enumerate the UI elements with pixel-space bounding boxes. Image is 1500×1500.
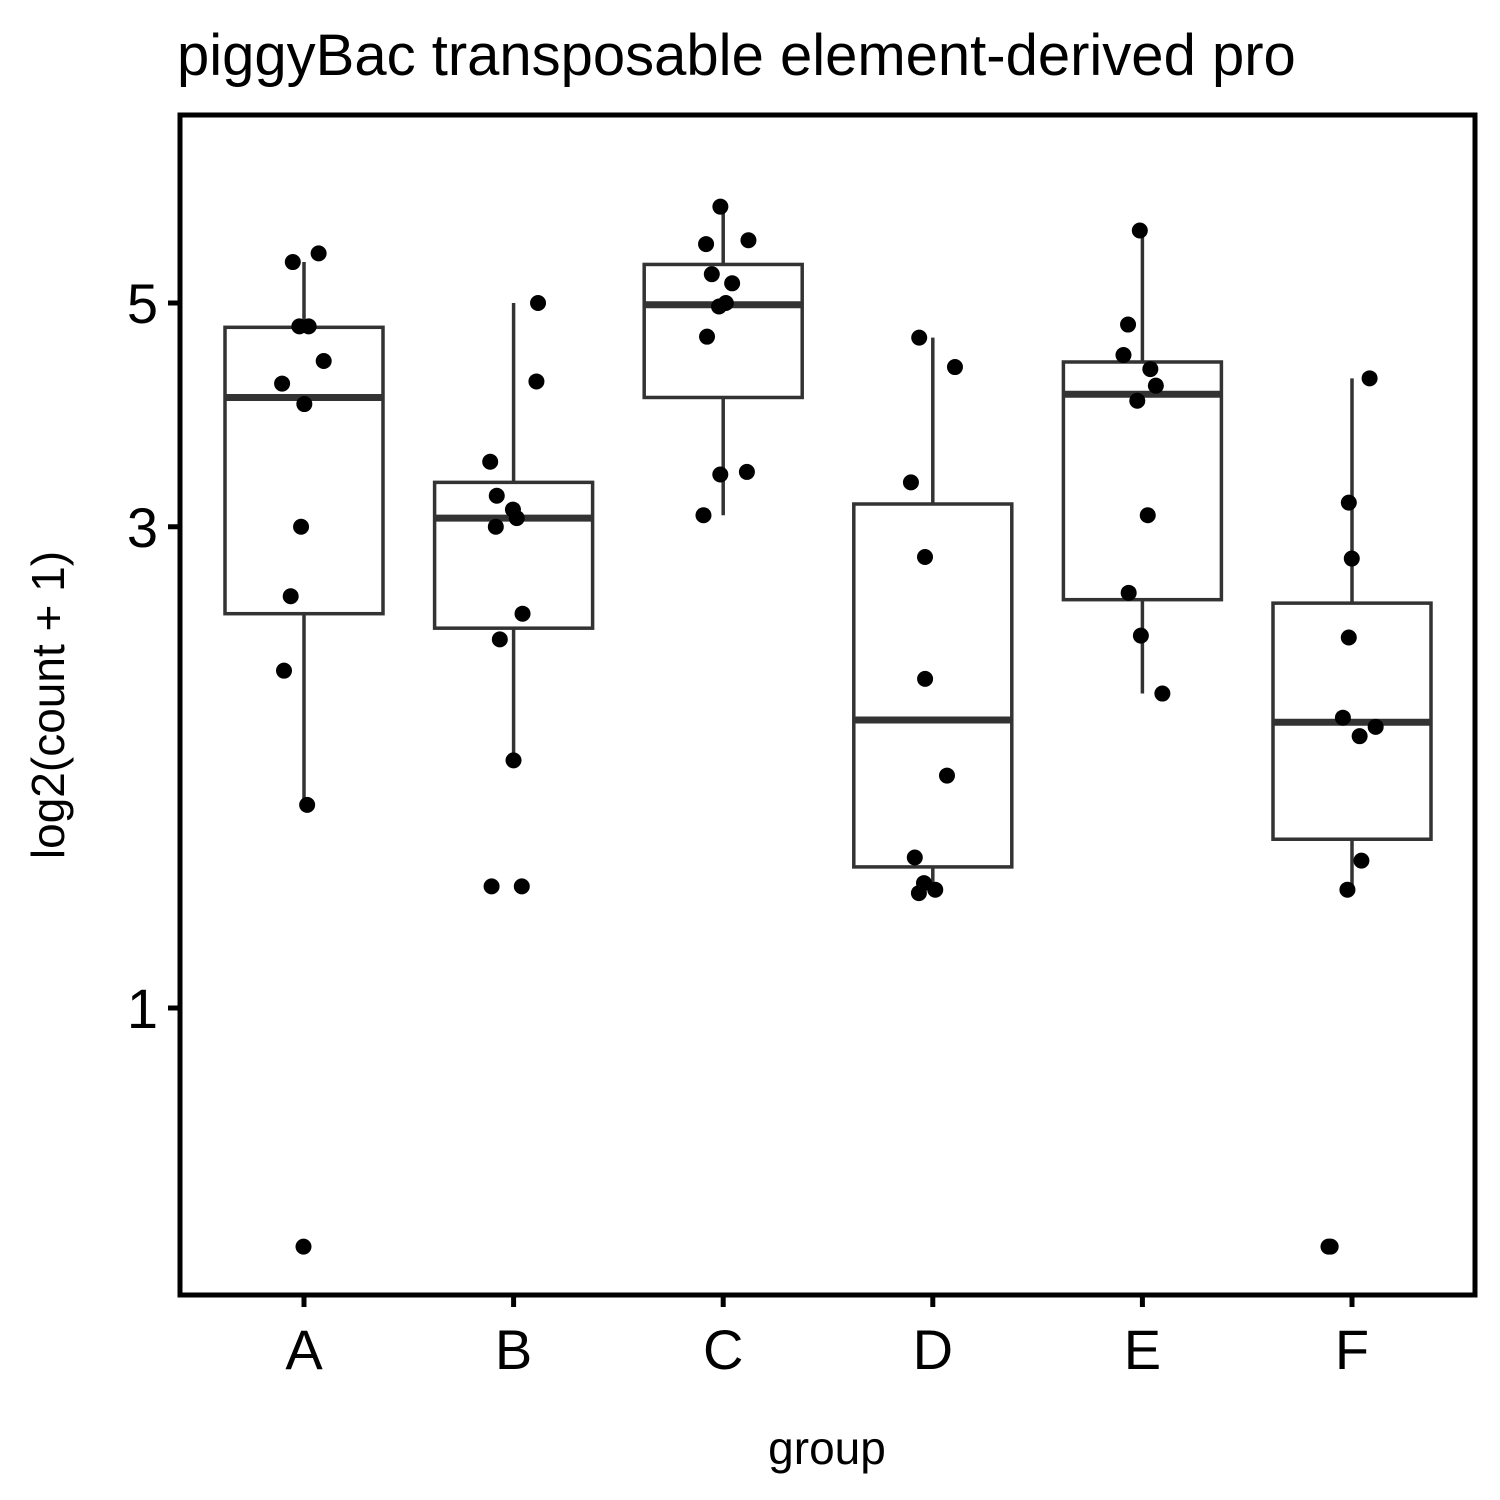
data-point-A-7 [315,352,332,369]
x-tick-label-A: A [285,1318,323,1381]
data-point-B-5 [487,518,504,535]
box-A [223,325,385,616]
data-point-F-10 [1361,370,1378,387]
data-point-F-9 [1340,494,1357,511]
data-point-A-3 [282,588,299,605]
data-point-D-4 [938,767,955,784]
data-point-C-0 [695,507,712,524]
data-point-B-11 [530,295,547,311]
data-point-F-2 [1339,881,1356,898]
data-point-B-8 [488,487,505,504]
data-point-C-5 [717,295,734,311]
data-point-F-4 [1351,728,1368,745]
data-point-B-1 [483,878,500,895]
x-tick-label-D: D [913,1318,953,1381]
data-point-A-6 [274,375,291,392]
data-point-D-6 [917,548,934,565]
box-group-F [1271,370,1433,1255]
box-group-D [852,329,1014,902]
data-point-C-3 [699,328,716,345]
data-point-F-5 [1367,718,1384,735]
box-D [852,502,1014,869]
data-point-A-11 [310,245,327,262]
x-axis-title: group [768,1422,886,1474]
box-group-C [642,198,804,524]
plot-area [223,198,1433,1255]
data-point-C-7 [703,266,720,283]
data-point-B-4 [514,605,531,622]
data-point-F-3 [1353,852,1370,869]
data-point-A-5 [296,396,313,413]
data-point-D-7 [902,474,919,491]
data-point-A-9 [291,318,308,335]
data-point-D-3 [906,849,923,866]
data-point-C-2 [738,463,755,480]
box-C [642,262,804,400]
data-point-E-7 [1115,347,1132,364]
data-point-A-4 [293,518,310,535]
data-point-C-8 [698,236,715,253]
data-point-E-1 [1132,627,1149,644]
axes: 1 3 5 A B C D E F [127,112,1478,1381]
data-point-A-10 [284,254,301,271]
data-point-E-9 [1131,222,1148,239]
data-point-F-1 [1320,1238,1337,1255]
y-tick-label-5: 5 [127,272,158,335]
data-point-D-9 [911,329,928,346]
data-point-D-8 [946,359,963,376]
data-point-A-0 [295,1238,312,1255]
data-point-F-8 [1343,550,1360,567]
data-point-B-10 [528,373,545,390]
data-point-B-2 [505,752,522,769]
data-point-B-3 [491,631,508,648]
data-point-E-8 [1120,316,1137,333]
data-point-C-10 [712,198,729,215]
box-group-E [1061,222,1224,702]
data-point-B-0 [513,878,530,895]
data-point-E-3 [1139,507,1156,524]
y-tick-label-3: 3 [127,496,158,559]
data-point-A-2 [276,662,293,679]
data-point-D-2 [915,875,932,892]
x-tick-label-E: E [1124,1318,1161,1381]
data-point-B-9 [482,453,499,470]
x-tick-label-B: B [495,1318,532,1381]
data-point-F-6 [1334,709,1351,726]
data-point-E-6 [1142,361,1159,378]
data-point-E-2 [1120,584,1137,601]
chart-title: piggyBac transposable element-derived pr… [177,23,1296,88]
data-point-E-4 [1129,392,1146,409]
data-point-D-5 [917,670,934,687]
x-tick-label-C: C [703,1318,743,1381]
panel-border [177,112,1478,1298]
data-point-C-1 [712,466,729,483]
data-point-C-6 [724,275,741,292]
data-point-F-7 [1340,629,1357,646]
data-point-A-1 [299,796,316,813]
data-point-C-9 [740,232,757,249]
data-point-B-7 [504,501,521,518]
box-group-A [223,245,385,1255]
data-point-E-0 [1154,685,1171,702]
x-tick-label-F: F [1335,1318,1369,1381]
box-group-B [432,295,595,895]
y-axis-title: log2(count + 1) [22,551,74,859]
data-point-E-5 [1147,377,1164,394]
y-tick-label-1: 1 [127,977,158,1040]
